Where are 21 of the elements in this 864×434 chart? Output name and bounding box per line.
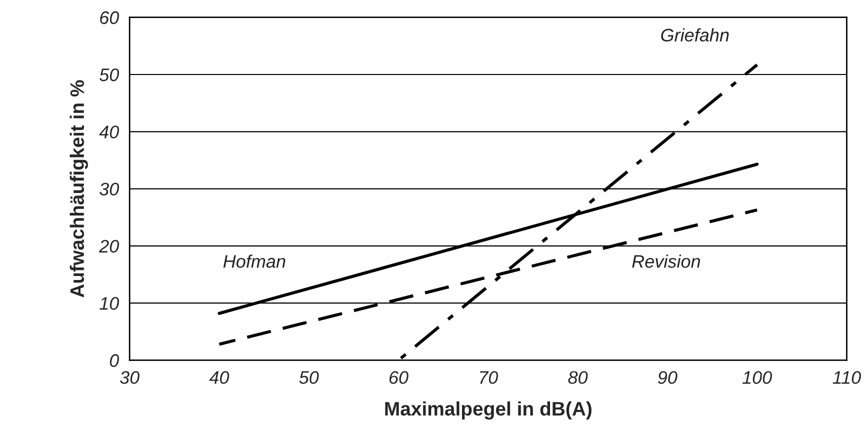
x-tick-label: 40 bbox=[209, 371, 230, 384]
y-axis-title: Aufwachhäufigkeit in % bbox=[70, 80, 88, 298]
y-tick-label: 10 bbox=[100, 297, 120, 310]
series-label: Revision bbox=[632, 254, 700, 268]
x-tick-label: 100 bbox=[742, 371, 772, 384]
y-tick-label: 40 bbox=[99, 126, 120, 138]
x-axis-title: Maximalpegel in dB(A) bbox=[385, 401, 592, 420]
x-tick-label: 90 bbox=[658, 371, 678, 384]
x-tick-label: 110 bbox=[832, 371, 861, 384]
x-tick-label: 50 bbox=[299, 371, 319, 384]
x-tick-label: 30 bbox=[120, 371, 140, 384]
series-label: Griefahn bbox=[661, 28, 729, 42]
x-tick-label: 70 bbox=[480, 371, 498, 384]
y-tick-label: 30 bbox=[100, 182, 120, 196]
y-tick-label: 50 bbox=[100, 68, 120, 82]
series-label: Hofman bbox=[223, 254, 286, 268]
x-tick-label: 60 bbox=[389, 371, 408, 384]
y-tick-label: 0 bbox=[110, 354, 120, 367]
y-tick-label: 60 bbox=[100, 11, 120, 24]
x-tick-label: 80 bbox=[568, 371, 588, 384]
y-tick-label: 20 bbox=[98, 240, 120, 253]
